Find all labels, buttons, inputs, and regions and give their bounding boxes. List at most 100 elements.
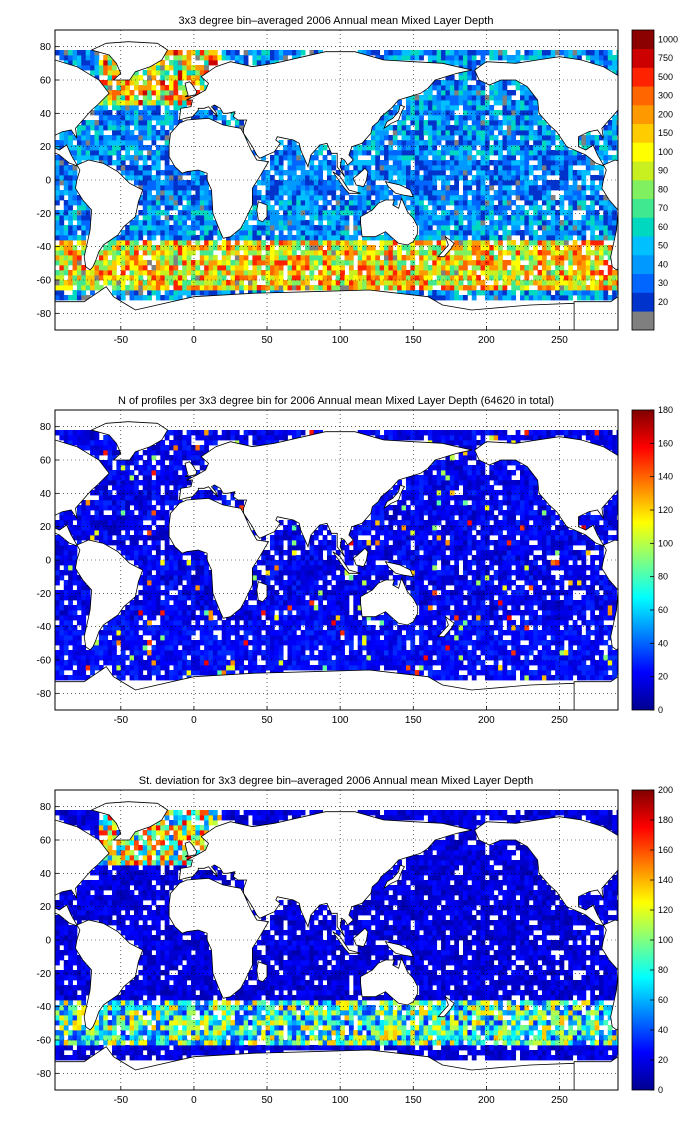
- data-bin: [462, 230, 468, 236]
- data-bin: [322, 215, 328, 221]
- data-bin: [594, 255, 600, 261]
- data-bin: [125, 150, 130, 156]
- data-bin: [217, 290, 223, 296]
- data-bin: [59, 615, 65, 621]
- data-bin: [436, 50, 442, 56]
- data-bin: [577, 245, 582, 251]
- data-bin: [300, 180, 306, 186]
- data-bin: [441, 210, 446, 216]
- data-bin: [68, 665, 73, 671]
- data-bin: [98, 250, 104, 256]
- data-bin: [155, 280, 161, 286]
- data-bin: [81, 120, 87, 126]
- data-bin: [366, 180, 372, 186]
- data-bin: [441, 160, 446, 166]
- data-bin: [142, 220, 148, 226]
- data-bin: [155, 195, 161, 201]
- data-bin: [199, 205, 205, 211]
- data-bin: [524, 245, 530, 251]
- data-bin: [362, 245, 367, 251]
- data-bin: [151, 245, 157, 251]
- data-bin: [533, 260, 538, 266]
- data-bin: [331, 165, 337, 171]
- data-bin: [524, 255, 530, 261]
- data-bin: [568, 295, 574, 301]
- data-bin: [125, 170, 130, 176]
- data-bin: [331, 270, 337, 276]
- data-bin: [125, 155, 130, 161]
- data-bin: [515, 170, 521, 176]
- data-bin: [81, 525, 87, 531]
- data-bin: [59, 140, 65, 146]
- data-bin: [498, 190, 503, 196]
- data-bin: [603, 145, 609, 151]
- data-bin: [90, 430, 95, 436]
- data-bin: [151, 540, 157, 546]
- data-bin: [375, 280, 381, 286]
- data-bin: [221, 240, 227, 246]
- data-bin: [506, 245, 512, 251]
- data-bin: [116, 235, 122, 241]
- data-bin: [103, 515, 109, 521]
- data-bin: [98, 655, 104, 661]
- data-bin: [164, 515, 170, 521]
- data-bin: [55, 605, 60, 611]
- data-bin: [138, 560, 144, 566]
- data-bin: [63, 605, 69, 611]
- data-bin: [147, 110, 152, 116]
- data-bin: [594, 185, 600, 191]
- data-bin: [528, 100, 534, 106]
- data-bin: [129, 275, 135, 281]
- data-bin: [98, 445, 104, 451]
- data-bin: [344, 180, 350, 186]
- data-bin: [348, 245, 354, 251]
- data-bin: [90, 450, 95, 456]
- data-bin: [353, 165, 359, 171]
- data-bin: [533, 190, 538, 196]
- data-bin: [116, 95, 122, 101]
- data-bin: [138, 100, 144, 106]
- data-bin: [458, 90, 464, 96]
- data-bin: [392, 170, 398, 176]
- data-bin: [410, 275, 416, 281]
- data-bin: [441, 115, 446, 121]
- data-bin: [98, 535, 104, 541]
- data-bin: [493, 225, 499, 231]
- data-bin: [577, 275, 582, 281]
- data-bin: [305, 170, 310, 176]
- data-bin: [94, 440, 100, 446]
- data-bin: [353, 150, 359, 156]
- continent-outline: [601, 159, 618, 271]
- data-bin: [72, 165, 78, 171]
- y-tick-label: -60: [37, 276, 52, 287]
- data-bin: [107, 630, 113, 636]
- data-bin: [467, 260, 473, 266]
- data-bin: [191, 185, 196, 191]
- data-bin: [379, 270, 385, 276]
- data-bin: [287, 210, 293, 216]
- data-bin: [63, 235, 69, 241]
- data-bin: [498, 160, 503, 166]
- data-bin: [287, 215, 293, 221]
- data-bin: [112, 265, 117, 271]
- data-bin: [366, 195, 372, 201]
- data-bin: [533, 110, 538, 116]
- data-bin: [169, 505, 174, 511]
- data-bin: [278, 240, 284, 246]
- data-bin: [169, 645, 174, 651]
- data-bin: [427, 115, 433, 121]
- data-bin: [191, 70, 196, 76]
- data-bin: [577, 285, 582, 291]
- data-bin: [81, 220, 87, 226]
- data-bin: [107, 125, 113, 131]
- data-bin: [318, 195, 324, 201]
- data-bin: [63, 55, 69, 61]
- data-bin: [72, 270, 78, 276]
- data-bin: [160, 185, 166, 191]
- data-bin: [287, 245, 293, 251]
- data-bin: [142, 625, 148, 631]
- data-bin: [467, 285, 473, 291]
- data-bin: [392, 155, 398, 161]
- data-bin: [269, 285, 275, 291]
